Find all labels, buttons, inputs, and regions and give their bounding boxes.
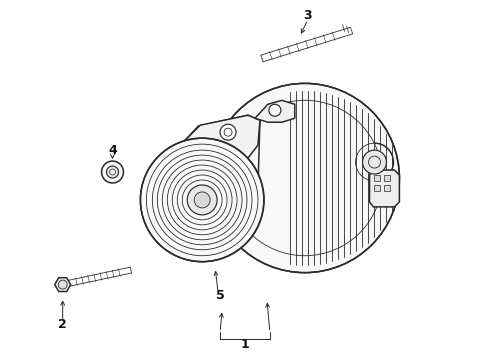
Text: 5: 5 [216,289,224,302]
Polygon shape [255,100,295,122]
Circle shape [101,161,123,183]
Circle shape [222,189,238,205]
Bar [385,185,391,191]
Text: 3: 3 [303,9,312,22]
Circle shape [58,280,67,289]
Polygon shape [55,278,71,292]
Circle shape [220,124,236,140]
Bar [374,185,380,191]
Circle shape [269,104,281,116]
Circle shape [187,185,217,215]
Text: 2: 2 [58,318,67,331]
Circle shape [141,138,264,262]
Circle shape [194,192,210,208]
Text: 4: 4 [108,144,117,157]
Bar [385,175,391,181]
Bar [374,175,380,181]
Polygon shape [369,170,399,207]
Circle shape [210,84,399,273]
Polygon shape [185,115,260,165]
Circle shape [363,150,387,174]
Circle shape [106,166,119,178]
Text: 1: 1 [241,338,249,351]
